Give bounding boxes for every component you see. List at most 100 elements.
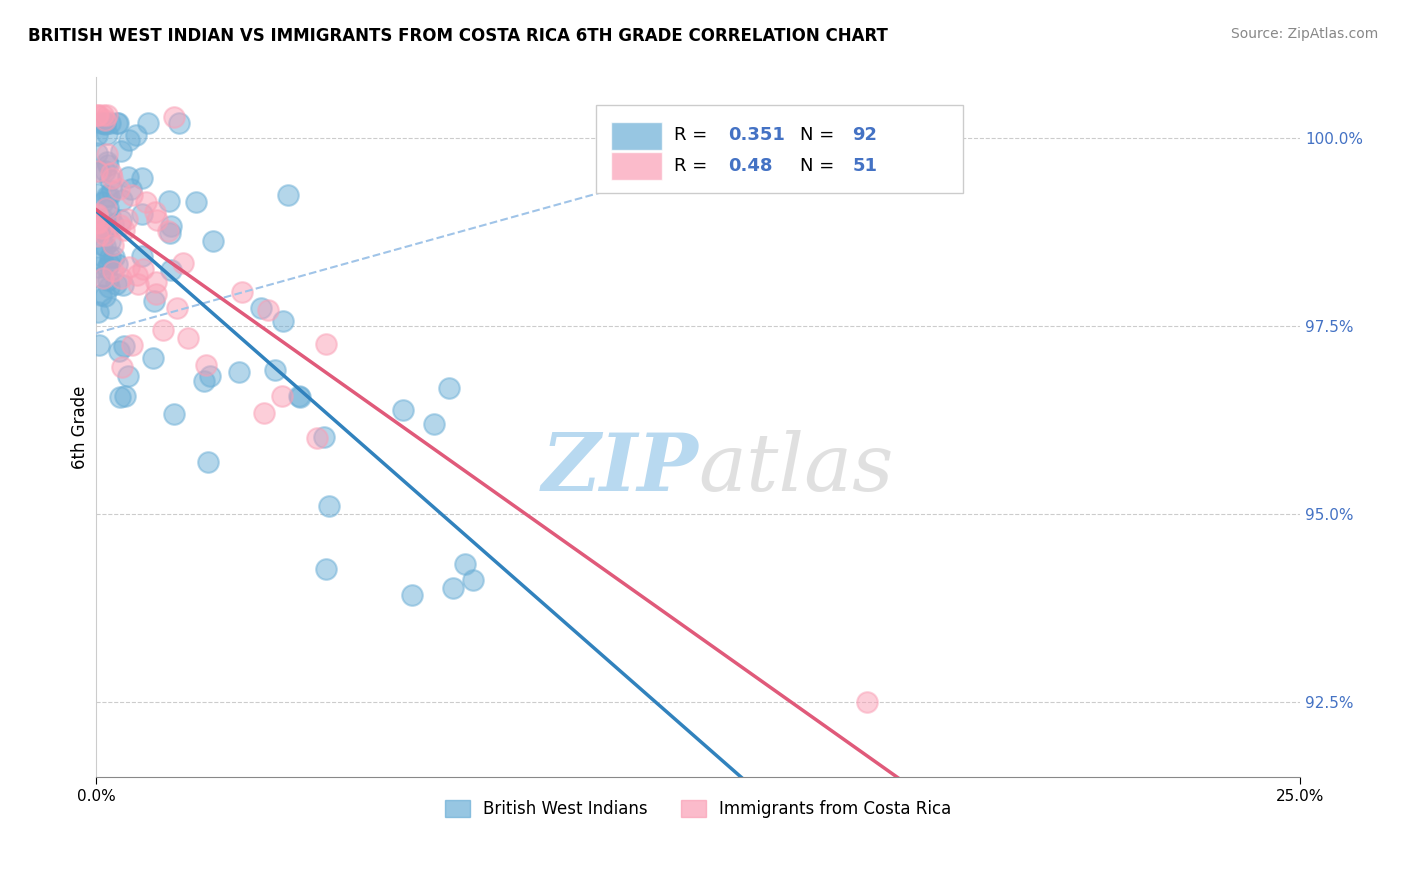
Point [96, 220, 118, 235]
Point [159, 219, 181, 233]
Point [111, 194, 134, 208]
Point [290, 390, 312, 404]
Point [193, 374, 215, 388]
Point [87, 338, 110, 352]
Point [167, 116, 190, 130]
Point [166, 301, 188, 315]
Point [156, 224, 179, 238]
Point [163, 110, 186, 124]
Point [172, 255, 194, 269]
Point [228, 365, 250, 379]
Point [100, 166, 122, 180]
Point [86, 145, 108, 160]
Point [94, 163, 117, 178]
Point [90, 115, 112, 129]
Point [118, 260, 141, 275]
Point [143, 204, 166, 219]
Point [315, 337, 337, 351]
Point [131, 170, 153, 185]
Point [98, 234, 121, 248]
Point [142, 293, 165, 308]
Point [271, 314, 294, 328]
Point [91, 271, 114, 285]
Point [315, 561, 337, 575]
Point [125, 268, 148, 282]
Point [107, 182, 129, 196]
Point [117, 369, 139, 384]
Point [441, 581, 464, 595]
Point [120, 182, 142, 196]
Point [91, 108, 114, 122]
Point [392, 402, 415, 417]
Point [318, 500, 340, 514]
Point [111, 278, 134, 293]
Point [96, 147, 118, 161]
Point [86, 128, 108, 142]
Point [86, 216, 108, 230]
Point [96, 201, 118, 215]
Legend: British West Indians, Immigrants from Costa Rica: British West Indians, Immigrants from Co… [439, 793, 959, 824]
Point [86, 164, 108, 178]
Point [439, 381, 461, 395]
Point [107, 115, 129, 129]
Point [96, 108, 118, 122]
Point [142, 351, 165, 366]
Point [86, 215, 108, 229]
Point [97, 201, 120, 215]
Point [110, 271, 132, 285]
Point [145, 287, 167, 301]
Point [100, 209, 122, 223]
Point [89, 164, 111, 178]
Text: atlas: atlas [699, 430, 893, 508]
Point [112, 339, 135, 353]
Text: ZIP: ZIP [541, 430, 699, 508]
Y-axis label: 6th Grade: 6th Grade [72, 385, 89, 469]
Point [91, 212, 114, 227]
Point [159, 262, 181, 277]
Point [111, 359, 134, 374]
Point [127, 277, 149, 291]
Point [288, 389, 311, 403]
Point [94, 117, 117, 131]
Point [423, 417, 446, 432]
Point [108, 218, 131, 232]
Point [100, 301, 122, 315]
Point [312, 430, 335, 444]
Point [103, 251, 125, 265]
Point [86, 260, 108, 275]
Point [163, 407, 186, 421]
Point [96, 127, 118, 141]
Point [461, 573, 484, 587]
Point [105, 257, 128, 271]
Point [100, 184, 122, 198]
Point [96, 188, 118, 202]
Point [202, 234, 225, 248]
Point [87, 228, 110, 243]
Point [121, 187, 143, 202]
Point [98, 115, 121, 129]
Point [152, 323, 174, 337]
Point [97, 219, 120, 234]
Point [855, 695, 877, 709]
Point [101, 217, 124, 231]
Point [98, 257, 121, 271]
Point [93, 113, 115, 128]
Point [454, 557, 477, 571]
Point [97, 273, 120, 287]
Point [90, 270, 112, 285]
Point [131, 206, 153, 220]
FancyBboxPatch shape [596, 105, 963, 193]
Point [86, 187, 108, 202]
Point [110, 145, 132, 159]
Point [197, 455, 219, 469]
Point [195, 359, 218, 373]
Point [135, 194, 157, 209]
Point [91, 221, 114, 235]
Point [256, 303, 278, 318]
Point [90, 287, 112, 301]
Point [307, 431, 329, 445]
Text: N =: N = [800, 127, 841, 145]
Text: 92: 92 [852, 127, 877, 145]
Point [91, 237, 114, 252]
Point [94, 289, 117, 303]
